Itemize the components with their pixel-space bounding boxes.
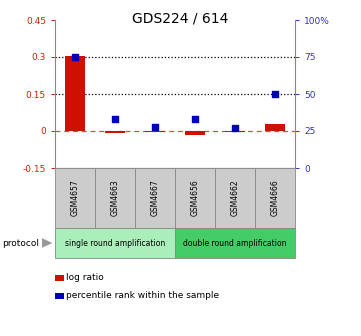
Text: GSM4657: GSM4657 — [70, 180, 79, 216]
Text: log ratio: log ratio — [66, 274, 104, 283]
Text: single round amplification: single round amplification — [65, 239, 165, 248]
Text: percentile rank within the sample: percentile rank within the sample — [66, 292, 219, 300]
Bar — [265, 124, 285, 131]
Text: GSM4666: GSM4666 — [270, 180, 279, 216]
Text: GSM4662: GSM4662 — [231, 180, 239, 216]
Point — [112, 117, 118, 122]
Text: GDS224 / 614: GDS224 / 614 — [132, 12, 229, 26]
Bar — [185, 131, 205, 135]
Text: GSM4667: GSM4667 — [151, 180, 160, 216]
Point — [152, 124, 158, 129]
Bar — [225, 131, 245, 132]
Bar — [145, 131, 165, 132]
Text: protocol: protocol — [2, 239, 39, 248]
Text: double round amplification: double round amplification — [183, 239, 287, 248]
Bar — [105, 131, 125, 133]
Point — [72, 54, 78, 60]
Point — [232, 125, 238, 131]
Polygon shape — [42, 238, 52, 248]
Text: GSM4656: GSM4656 — [191, 180, 200, 216]
Text: GSM4663: GSM4663 — [110, 180, 119, 216]
Point — [272, 91, 278, 97]
Point — [192, 117, 198, 122]
Bar — [65, 56, 85, 131]
